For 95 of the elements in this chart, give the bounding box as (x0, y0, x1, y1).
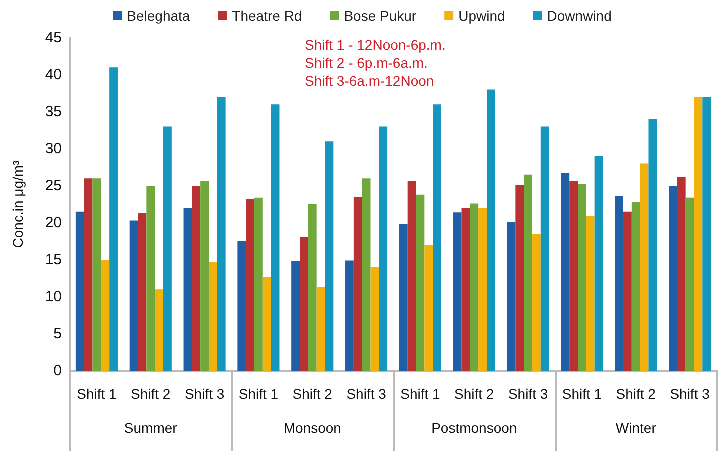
bar (540, 126, 550, 371)
bar (292, 261, 300, 371)
x-tick-label: Shift 3 (508, 386, 548, 402)
x-tick-label: Shift 3 (184, 386, 225, 402)
annotation: Shift 1 - 12Noon-6p.m. (305, 37, 446, 53)
bar (163, 126, 172, 371)
text: Summer (124, 420, 178, 436)
bar (578, 184, 586, 371)
y-tick-label: 30 (45, 140, 62, 158)
bar (669, 186, 678, 371)
y-tick-label: 15 (45, 252, 62, 268)
bar (561, 173, 570, 371)
bar (532, 234, 541, 371)
bar (192, 186, 201, 371)
bar (110, 68, 118, 371)
bar (433, 104, 442, 371)
bar (453, 212, 462, 371)
bar (308, 204, 317, 371)
bar (346, 260, 354, 371)
bar (325, 142, 334, 371)
bar (594, 156, 604, 371)
bar (379, 126, 388, 371)
bar (262, 277, 272, 371)
bar (138, 213, 147, 371)
bar (76, 212, 84, 371)
text: Winter (616, 420, 657, 436)
bar (146, 186, 156, 371)
bar (184, 208, 192, 371)
bar (694, 97, 703, 371)
bar (130, 220, 138, 371)
x-tick-label: Shift 3 (670, 386, 710, 402)
x-tick-label: Shift 1 (77, 386, 118, 402)
bar (507, 222, 516, 371)
bar (516, 185, 524, 371)
legend-label: Theatre Rd (232, 8, 302, 24)
x-tick-label: Shift 1 (400, 386, 441, 402)
y-tick-label: 35 (45, 104, 62, 120)
bar (92, 178, 102, 371)
x-tick-label: Shift 1 (562, 386, 602, 402)
bar (84, 178, 93, 371)
bar (416, 194, 425, 371)
bar (200, 182, 209, 371)
legend-label: Upwind (458, 8, 506, 24)
x-tick-label: Shift 2 (454, 386, 494, 402)
bar (615, 196, 624, 371)
y-axis-title: Conc.in μg/m³ (10, 160, 26, 248)
legend-label: Downwind (547, 8, 612, 24)
bar (632, 202, 640, 371)
bar (640, 164, 649, 371)
bar (101, 260, 110, 371)
x-tick-label: Shift 2 (292, 386, 333, 402)
y-tick-label: 20 (45, 214, 62, 232)
bar (524, 174, 532, 371)
legend-label: Beleghata (127, 8, 190, 24)
bar (408, 182, 416, 371)
bar (354, 197, 362, 371)
bar (462, 208, 470, 371)
y-tick-label: 10 (45, 288, 62, 306)
bar (370, 267, 380, 371)
bar (362, 178, 371, 371)
x-tick-label: Shift 3 (346, 386, 387, 402)
bar (570, 182, 578, 371)
x-tick-label: Shift 1 (238, 386, 279, 402)
bar (677, 177, 686, 371)
bar (217, 97, 226, 371)
annotation: Shift 2 - 6p.m-6a.m. (305, 55, 428, 71)
bar (424, 245, 434, 371)
bar (246, 199, 255, 371)
bar (316, 287, 326, 371)
x-tick-label: Shift 2 (616, 386, 656, 402)
bar (586, 216, 595, 371)
bar (300, 237, 308, 371)
bar (155, 290, 164, 371)
text: Postmonsoon (432, 420, 518, 436)
y-tick-label: 0 (54, 362, 62, 380)
y-tick-label: 5 (54, 326, 62, 342)
legend-label: Bose Pukur (344, 8, 417, 24)
bar (686, 198, 694, 371)
bar (399, 224, 408, 371)
bar (702, 97, 712, 371)
bar (486, 90, 496, 371)
text: Monsoon (284, 420, 342, 436)
bar (238, 242, 246, 371)
annotation: Shift 3-6a.m-12Noon (305, 73, 434, 89)
bar (271, 104, 280, 371)
y-tick-label: 40 (45, 66, 62, 84)
bar (208, 262, 218, 371)
y-tick-label: 45 (45, 30, 62, 46)
y-tick-label: 25 (45, 178, 62, 194)
bar (648, 119, 658, 371)
bar (254, 198, 263, 371)
bar (478, 208, 487, 371)
bar (470, 204, 479, 371)
x-tick-label: Shift 2 (131, 386, 171, 402)
bar (624, 212, 632, 371)
